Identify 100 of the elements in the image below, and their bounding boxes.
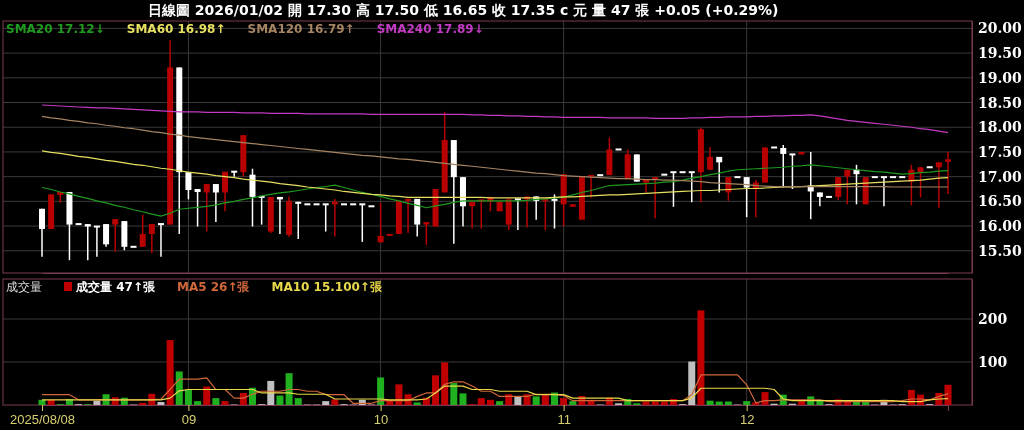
line-series — [41, 164, 949, 217]
y-tick-label: 17.00 — [978, 168, 1023, 185]
candlestick — [157, 223, 164, 258]
bar — [102, 394, 110, 405]
candlestick — [707, 146, 714, 171]
y-tick-label: 17.50 — [978, 143, 1023, 160]
candlestick — [688, 171, 695, 204]
candlestick — [551, 193, 558, 230]
candlestick — [652, 176, 659, 219]
candlestick — [844, 168, 851, 206]
candlestick — [185, 171, 192, 201]
y-tick-label: 16.50 — [978, 193, 1023, 210]
bar — [203, 386, 211, 405]
y-tick-label: 18.50 — [978, 94, 1023, 111]
text: MA10 15.100↑張 — [271, 280, 383, 294]
bar — [761, 392, 769, 405]
bar — [93, 400, 101, 405]
bar — [459, 393, 467, 405]
candlestick — [780, 144, 787, 189]
bar — [212, 398, 220, 405]
candlestick — [84, 223, 91, 261]
bar — [743, 401, 751, 405]
y-tick-label: 20.00 — [978, 20, 1023, 37]
candlestick — [139, 213, 146, 248]
y-tick-label: 19.50 — [978, 45, 1023, 62]
x-tick-label: 10 — [373, 412, 389, 428]
candlestick — [39, 208, 45, 258]
candlestick — [945, 151, 951, 195]
candlestick — [377, 202, 384, 244]
chart-title: 日線圖 2026/01/02 開 17.30 高 17.50 低 16.65 收 17.35 c 元 量 47 張 +0.05 (+0.29%) — [148, 2, 779, 18]
bar — [569, 401, 577, 405]
text: SMA60 16.98↑ — [126, 22, 226, 36]
bar — [157, 401, 165, 405]
bar — [395, 384, 403, 405]
bar — [697, 310, 705, 405]
bar — [148, 393, 156, 405]
candlestick — [743, 176, 750, 218]
bar — [496, 401, 504, 405]
candlestick — [405, 198, 412, 234]
candlestick — [716, 156, 723, 194]
y-tick-label: 15.50 — [978, 242, 1023, 259]
text: SMA120 16.79↑ — [247, 22, 355, 36]
x-tick-label: 2025/08/08 — [9, 412, 76, 428]
candlestick — [322, 203, 329, 233]
bar — [294, 398, 302, 405]
bar — [175, 371, 183, 405]
bar — [184, 389, 192, 405]
bar — [486, 399, 494, 405]
candlestick — [423, 221, 430, 246]
candlestick — [203, 183, 210, 233]
x-tick-label: 12 — [739, 412, 755, 428]
bar — [532, 396, 540, 405]
candlestick — [670, 171, 677, 208]
candlestick — [917, 166, 924, 199]
candlestick — [103, 223, 110, 248]
candlestick — [194, 188, 201, 228]
line-series — [41, 385, 949, 403]
candlestick — [249, 167, 256, 228]
bar — [322, 401, 330, 405]
bar — [386, 400, 394, 405]
candlestick — [222, 170, 229, 212]
bar — [285, 373, 293, 405]
x-tick-label: 11 — [557, 412, 571, 428]
candlestick — [148, 223, 155, 254]
bar — [514, 396, 522, 405]
bar — [450, 383, 458, 405]
x-tick-label: 09 — [181, 412, 197, 428]
bar — [221, 401, 229, 405]
bar — [194, 401, 202, 405]
legend-label: 成交量 47↑張 — [75, 280, 156, 294]
y-tick-label: 16.00 — [978, 218, 1023, 235]
y-tick-label: 19.00 — [978, 69, 1023, 86]
bar — [505, 394, 513, 405]
text: MA5 26↑張 — [176, 280, 251, 294]
candlestick — [935, 161, 942, 209]
bar — [432, 375, 440, 405]
bar — [276, 395, 284, 405]
candlestick — [93, 225, 100, 258]
bar — [706, 400, 714, 405]
bar — [166, 340, 174, 405]
bar — [38, 399, 46, 405]
bar — [331, 399, 339, 405]
y-axis-title: 成交量 — [6, 280, 42, 294]
candlestick — [212, 183, 219, 223]
y-tick-label: 100 — [978, 353, 1008, 370]
bar — [413, 402, 421, 405]
candlestick — [835, 176, 842, 202]
bar — [477, 398, 485, 405]
candlestick — [231, 170, 238, 178]
bar — [47, 399, 55, 405]
y-tick-label: 200 — [978, 310, 1008, 327]
candlestick — [359, 203, 366, 243]
bar — [541, 394, 549, 405]
line-series — [41, 104, 949, 134]
bar — [944, 384, 952, 405]
y-tick-label: 18.00 — [978, 119, 1023, 136]
candlestick — [789, 153, 796, 190]
text: SMA20 17.12↓ — [6, 22, 105, 36]
candlestick — [112, 218, 119, 253]
candlestick — [880, 176, 887, 208]
